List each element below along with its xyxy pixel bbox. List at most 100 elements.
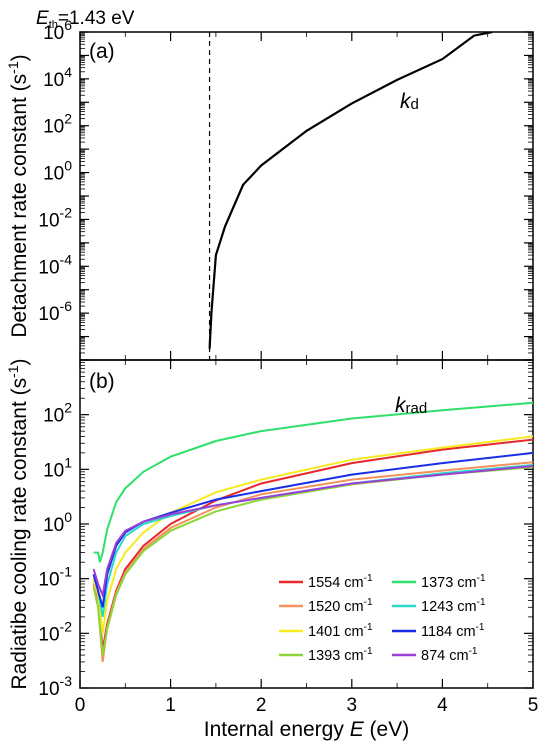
krad-label: krad [395,394,427,417]
panel-a-frame [79,31,534,361]
panel-a-ytick-label-exp: 6 [64,17,72,33]
panel-b-ylabel-close: ) [8,358,31,365]
panel-b-ytick-label-base: 10 [43,460,64,481]
panel-a-ytick-label-base: 10 [43,23,64,44]
panel-a-ytick-label: 106 [43,17,72,44]
x-axis-title-text: Internal energy [204,718,350,741]
legend-label-0: 1554 cm-1 [308,573,373,591]
panel-b-ytick-label-base: 10 [43,515,64,536]
legend-label-3: 1393 cm-1 [308,646,373,664]
panel-a-ytick-label-base: 10 [43,164,64,185]
panel-b-xtick-label: 0 [75,695,86,716]
legend-label-text-0: 1554 cm [308,575,364,591]
panel-b-xtick-label: 1 [165,695,176,716]
panel-b-ytick-label-base: 10 [38,570,59,591]
legend-label-text-7: 874 cm [421,648,469,664]
kd-label-sub: d [411,96,419,113]
threshold-label-text: =1.43 eV [58,8,135,29]
panel-a-ytick-label-exp: -2 [60,204,73,220]
legend-label-sup-7: -1 [469,646,478,657]
panel-a-ytick-label: 104 [43,64,72,91]
legend-label-5: 1243 cm-1 [421,597,486,615]
panel-b-ytick-label: 10-2 [38,618,72,645]
kd-curve [208,32,493,349]
panel-a-ytick-label-base: 10 [38,304,59,325]
panel-b-ytick-label-exp: 2 [64,400,72,416]
threshold-label-sub: th [49,19,58,31]
panel-b-ytick-label-base: 10 [43,406,64,427]
x-axis-title-unit: (eV) [364,718,410,741]
panel-b-ytick-label: 102 [43,400,72,427]
panel-b-ytick-label-base: 10 [38,679,59,700]
series-line-1 [92,461,533,663]
panel-a-ytick-label-exp: 0 [64,158,72,174]
krad-label-sub: rad [406,400,428,417]
panel-a-ytick-label-exp: 4 [64,64,72,80]
panel-b-xtick-label: 4 [437,695,448,716]
x-axis-title: Internal energy E (eV) [204,718,409,741]
panel-a-ylabel-text: Detachment rate constant (s [8,74,31,338]
panel-a-ytick-label-base: 10 [38,257,59,278]
panel-b-ytick-label-exp: 1 [64,454,72,470]
panel-a-ytick-label: 10-2 [38,204,72,231]
panel-b-ytick-label-base: 10 [38,624,59,645]
legend-label-2: 1401 cm-1 [308,622,373,640]
panel-b-ylabel-text: Radiatibe cooling rate constant (s [8,378,31,690]
legend-label-6: 1184 cm-1 [421,622,485,640]
series-line-4 [93,401,533,563]
panel-b-ytick-label: 10-3 [38,673,72,700]
panel-b-xtick-label: 5 [528,695,539,716]
panel-a-ytick-label-exp: -6 [60,298,73,314]
series-line-2 [92,435,533,634]
krad-label-main: k [395,394,407,417]
panel-b-xtick-label: 2 [256,695,267,716]
legend-label-sup-2: -1 [364,622,373,633]
series-line-7 [92,465,533,599]
panel-b-ytick-label: 10-1 [38,564,72,591]
panel-a-ylabel-close: ) [8,54,31,61]
panel-b-ytick-label-exp: 0 [64,509,72,525]
panel-a-ylabel: Detachment rate constant (s-1) [5,54,31,337]
legend-label-text-1: 1520 cm [308,599,364,615]
panel-a-ytick-label: 10-6 [38,298,72,325]
legend-label-text-3: 1393 cm [308,648,364,664]
panel-a-ytick-label-base: 10 [43,117,64,138]
panel-b-ytick-label-exp: -2 [60,618,73,634]
panel-b-ytick-label: 100 [43,509,72,536]
legend-label-sup-0: -1 [364,573,373,584]
panel-b-ylabel: Radiatibe cooling rate constant (s-1) [5,358,31,689]
panel-b-ylabel-sup: -1 [5,365,21,378]
legend-label-sup-5: -1 [477,597,486,608]
panel-a-ytick-label: 100 [43,158,72,185]
threshold-label: Eth=1.43 eV [36,8,135,31]
legend-label-text-5: 1243 cm [421,599,477,615]
legend-label-sup-1: -1 [364,597,373,608]
legend-label-text-2: 1401 cm [308,624,364,640]
series-line-5 [92,464,533,618]
panel-b-xtick-label: 3 [347,695,358,716]
legend-label-sup-3: -1 [364,646,373,657]
panel-b-label: (b) [89,370,115,393]
panel-a-label: (a) [89,40,115,63]
legend-label-text-6: 1184 cm [421,624,476,640]
panel-b-ytick-label-exp: -3 [60,673,73,689]
panel-a-ylabel-sup: -1 [5,61,21,74]
legend-label-1: 1520 cm-1 [308,597,373,615]
panel-b-ytick-label-exp: -1 [60,564,73,580]
legend-label-text-4: 1373 cm [421,575,477,591]
legend-label-7: 874 cm-1 [421,646,478,664]
legend-label-sup-6: -1 [476,622,485,633]
panel-a-ytick-label: 10-4 [38,251,72,278]
x-axis-title-var: E [350,718,365,741]
panel-a-ytick-label: 102 [43,111,72,138]
panel-a-ytick-label-base: 10 [43,70,64,91]
panel-a-ytick-label-base: 10 [38,210,59,231]
panel-b-ytick-label: 101 [43,454,72,481]
panel-a-ytick-label-exp: 2 [64,111,72,127]
threshold-label-var: E [36,8,49,29]
panel-a-ytick-label-exp: -4 [60,251,73,267]
kd-label-main: k [400,90,412,113]
